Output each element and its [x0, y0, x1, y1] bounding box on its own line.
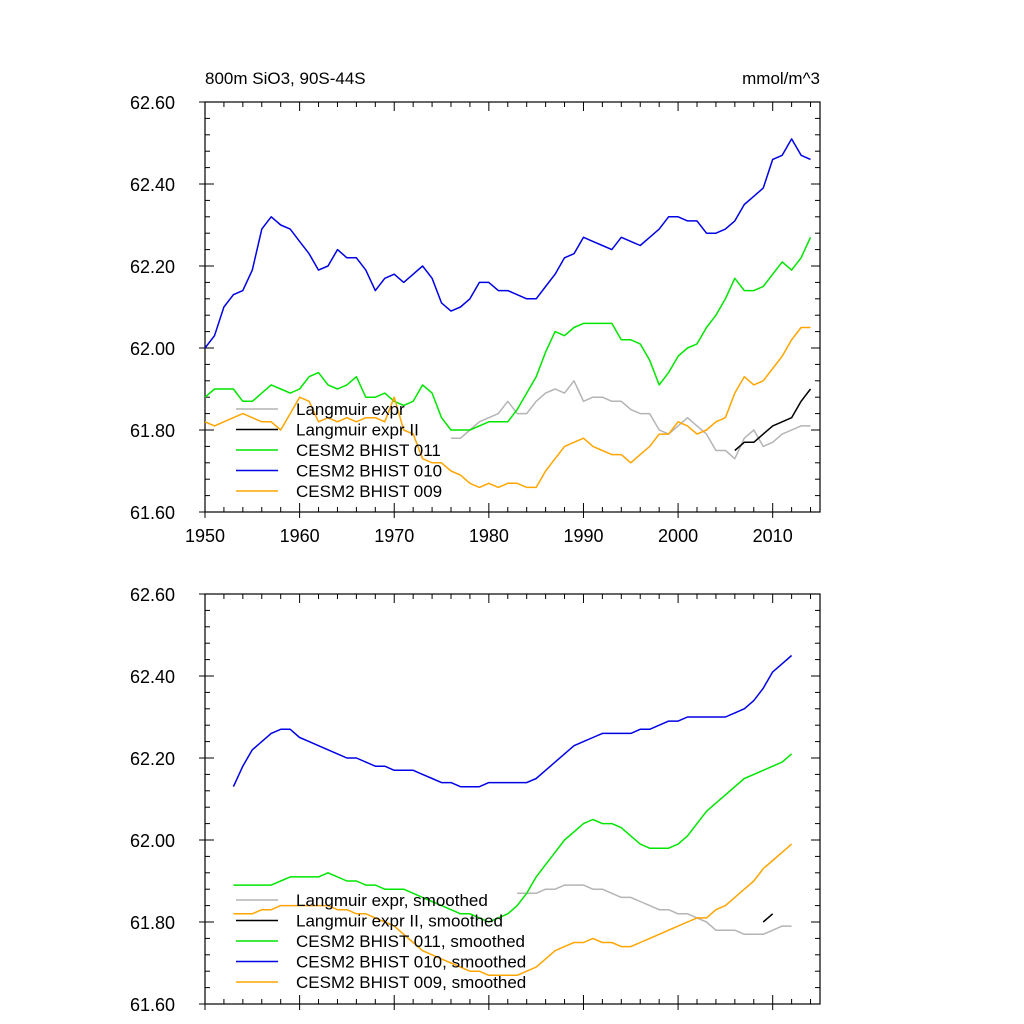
legend-label: CESM2 BHIST 009: [296, 482, 442, 501]
series-line-2: [204, 236, 812, 431]
x-tick-label: 1970: [374, 526, 414, 546]
y-tick-label: 62.00: [130, 831, 175, 851]
chart-panel-top: 1950 1960 1970 1980 1990 2000 2010 62.60 62.40 62…: [130, 69, 821, 546]
y-tick-label: 62.20: [130, 257, 175, 277]
series-line-1: [762, 913, 774, 923]
series-line-1: [734, 388, 812, 452]
chart-panel-bottom: 62.60 62.40 62.20 62.00 61.80 61.60 Langmuir e…: [130, 585, 821, 1015]
series-line-0: [517, 884, 792, 936]
legend-label: Langmuir expr II, smoothed: [296, 912, 503, 931]
chart-title: 800m SiO3, 90S-44S: [205, 69, 366, 88]
y-tick-label: 62.20: [130, 749, 175, 769]
y-tick-label: 62.40: [130, 175, 175, 195]
plot-frame: [204, 593, 821, 1005]
x-tick-label: 1960: [280, 526, 320, 546]
legend-label: CESM2 BHIST 010: [296, 462, 442, 481]
plot-frame: [204, 101, 821, 513]
series-line-4: [204, 326, 811, 489]
legend-label: CESM2 BHIST 011, smoothed: [296, 932, 525, 951]
x-tick-label: 1980: [469, 526, 509, 546]
y-tick-label: 62.60: [130, 585, 175, 605]
y-tick-label: 62.60: [130, 93, 175, 113]
y-tick-label: 61.80: [130, 913, 175, 933]
x-tick-label: 1990: [563, 526, 603, 546]
legend-label: CESM2 BHIST 011: [296, 441, 441, 460]
x-tick-label: 2000: [658, 526, 698, 546]
series-line-3: [232, 654, 793, 788]
y-tick-label: 61.60: [130, 503, 175, 523]
legend-label: CESM2 BHIST 010, smoothed: [296, 953, 526, 972]
x-tick-label: 1950: [185, 526, 225, 546]
y-tick-label: 62.00: [130, 339, 175, 359]
legend-label: Langmuir expr II: [296, 421, 419, 440]
legend-label: Langmuir expr, smoothed: [296, 891, 488, 910]
series-line-3: [204, 138, 811, 349]
series-line-2: [233, 753, 793, 923]
legend-label: Langmuir expr: [296, 400, 405, 419]
x-tick-label: 2010: [753, 526, 793, 546]
series-line-0: [451, 380, 811, 460]
units-label: mmol/m^3: [742, 69, 820, 88]
y-tick-label: 61.60: [130, 995, 175, 1015]
y-tick-label: 62.40: [130, 667, 175, 687]
legend-label: CESM2 BHIST 009, smoothed: [296, 973, 526, 992]
y-tick-label: 61.80: [130, 421, 175, 441]
series-line-4: [233, 843, 793, 977]
